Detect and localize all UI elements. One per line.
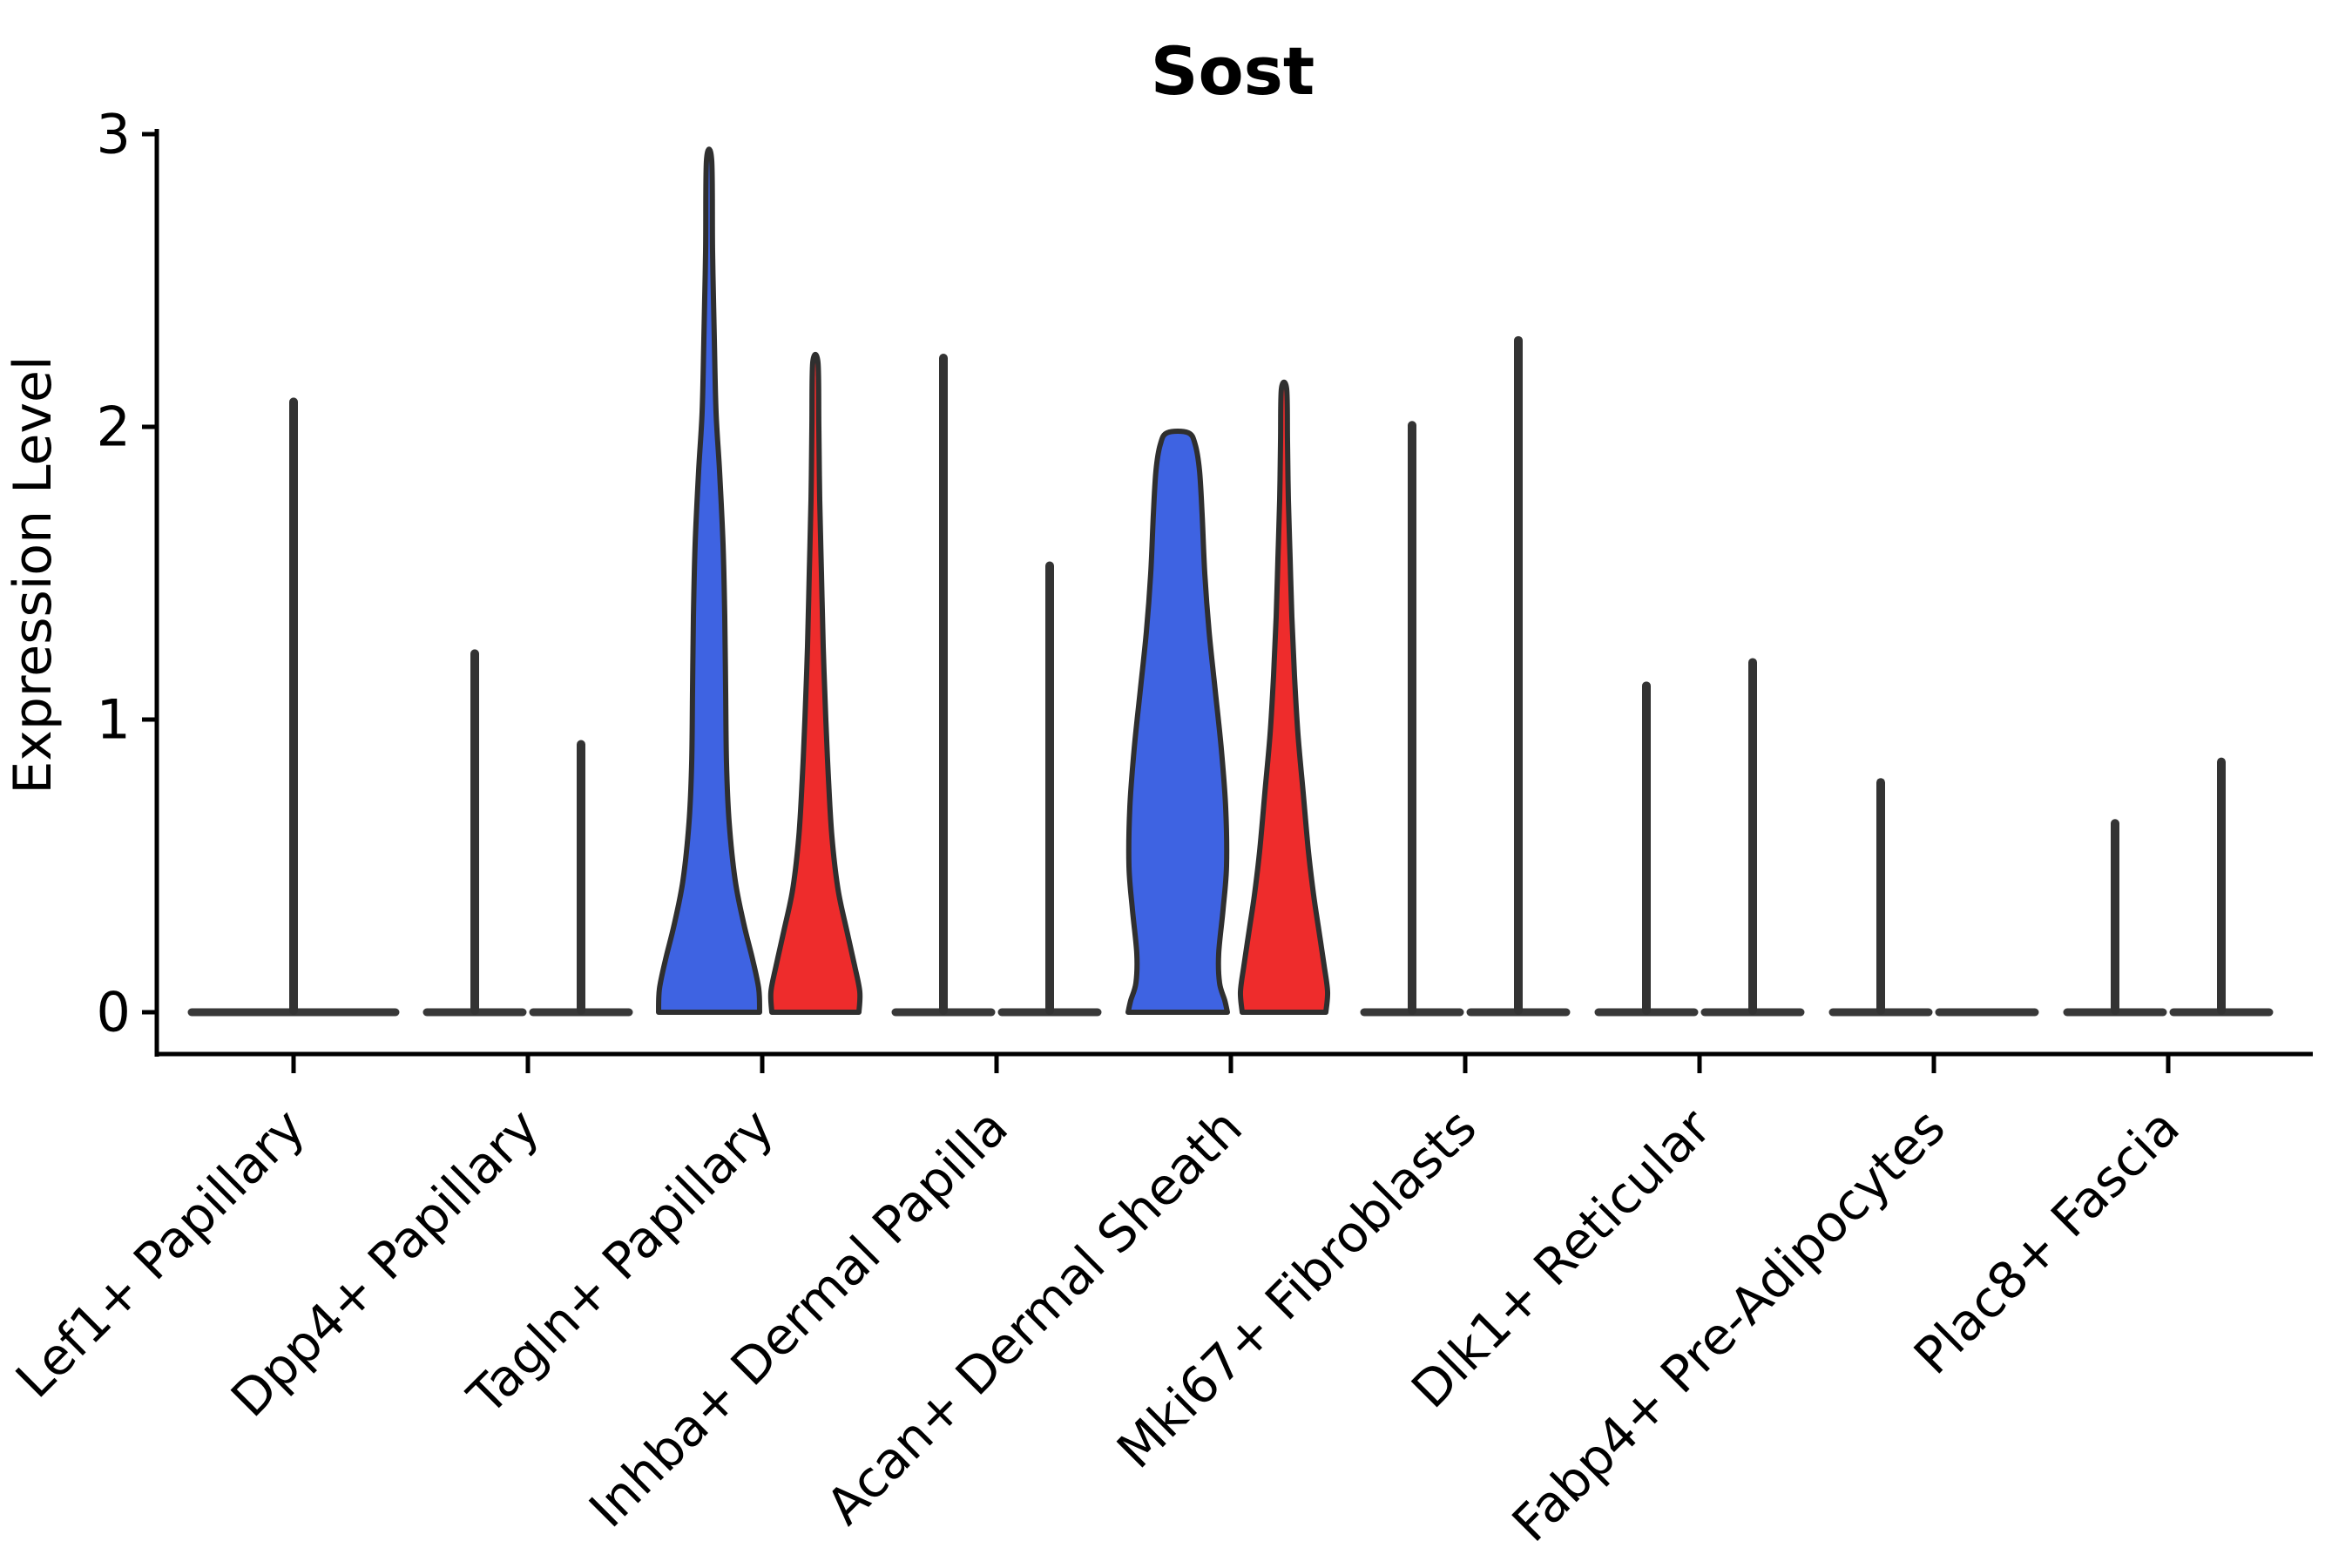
violin-mki67+-group-red <box>1466 335 1571 1017</box>
violin-fabp4+-group-blue <box>1828 778 1933 1017</box>
violin-plac8+-group-blue <box>2063 819 2167 1017</box>
y-tick-label: 1 <box>97 688 131 752</box>
violin-body <box>1237 379 1331 1015</box>
x-tick-label: Acan+ Dermal Sheath <box>814 1098 1253 1536</box>
violin-body <box>767 351 863 1015</box>
violin-acan+-group-blue <box>1125 429 1230 1015</box>
violin-dlk1+-group-red <box>1700 658 1805 1017</box>
violin-tagln+-group-red <box>767 351 863 1015</box>
y-tick-label: 2 <box>97 395 131 459</box>
violin-body <box>1125 429 1230 1015</box>
violin-dpp4+-group-red <box>529 740 633 1017</box>
violin-inhba+-group-blue <box>891 354 996 1017</box>
violin-mki67+-group-blue <box>1360 421 1464 1017</box>
x-tick-label: Inhba+ Dermal Papilla <box>578 1098 1019 1539</box>
y-tick-label: 0 <box>97 981 131 1044</box>
y-tick-label: 3 <box>97 103 131 166</box>
violins-layer <box>187 146 2274 1017</box>
plot-title: Sost <box>1151 32 1315 110</box>
x-tick-label: Fabp4+ Pre-Adipocytes <box>1501 1098 1957 1553</box>
violin-acan+-group-red <box>1237 379 1331 1015</box>
violin-dpp4+-group-blue <box>422 649 527 1017</box>
violin-plac8+-group-red <box>2169 757 2274 1017</box>
y-axis-label: Expression Level <box>3 355 64 794</box>
violin-lef1+-group-blue <box>187 397 400 1017</box>
violin-body <box>656 146 762 1015</box>
violin-inhba+-group-red <box>997 561 1102 1017</box>
violin-tagln+-group-blue <box>656 146 762 1015</box>
violin-dlk1+-group-blue <box>1594 681 1699 1017</box>
